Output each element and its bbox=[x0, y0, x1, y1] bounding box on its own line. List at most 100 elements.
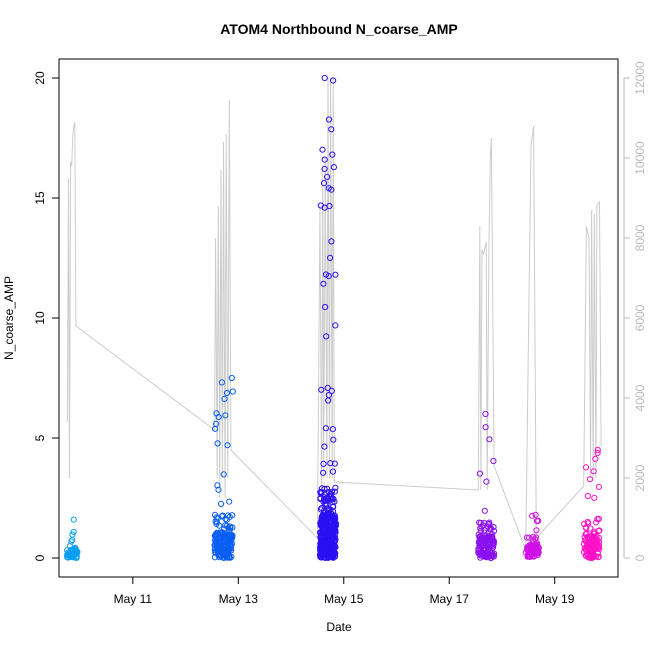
x-tick-label: May 19 bbox=[535, 592, 575, 606]
data-point bbox=[331, 533, 338, 541]
data-point bbox=[327, 506, 334, 513]
data-point bbox=[324, 384, 331, 391]
data-point bbox=[332, 271, 339, 278]
data-point bbox=[330, 164, 337, 171]
data-point bbox=[486, 436, 493, 443]
data-point bbox=[324, 173, 331, 180]
data-point bbox=[317, 551, 324, 559]
data-point bbox=[222, 515, 229, 523]
right-y-tick-label: 10000 bbox=[633, 141, 647, 175]
data-point bbox=[481, 527, 488, 534]
data-point bbox=[326, 515, 334, 522]
data-point bbox=[330, 521, 337, 528]
data-point bbox=[321, 443, 328, 450]
right-y-tick-label: 8000 bbox=[633, 224, 647, 251]
data-point bbox=[526, 534, 533, 541]
data-point bbox=[490, 539, 497, 546]
data-point bbox=[213, 514, 220, 521]
data-point bbox=[533, 527, 540, 534]
data-point bbox=[221, 395, 228, 402]
data-point bbox=[593, 553, 600, 560]
secondary-line bbox=[66, 77, 602, 551]
data-point bbox=[319, 146, 326, 153]
data-point bbox=[212, 518, 219, 525]
data-point bbox=[583, 552, 590, 560]
data-point bbox=[590, 553, 597, 560]
data-point bbox=[224, 442, 231, 449]
data-point bbox=[69, 531, 76, 538]
data-point bbox=[586, 552, 593, 559]
data-point bbox=[321, 74, 328, 82]
data-point bbox=[535, 517, 542, 525]
data-point bbox=[322, 303, 329, 311]
data-point bbox=[321, 156, 328, 163]
data-point bbox=[69, 548, 76, 555]
data-point bbox=[320, 280, 327, 287]
data-point bbox=[586, 538, 593, 546]
data-point bbox=[214, 440, 221, 447]
data-point bbox=[317, 202, 324, 209]
data-point bbox=[318, 554, 325, 561]
data-point bbox=[218, 531, 225, 538]
y-tick-label: 15 bbox=[33, 191, 47, 205]
data-point bbox=[330, 436, 337, 443]
data-point bbox=[582, 464, 590, 471]
data-point bbox=[317, 488, 324, 496]
data-point bbox=[317, 522, 324, 529]
x-tick-label: May 11 bbox=[114, 592, 153, 606]
data-point bbox=[476, 536, 484, 543]
y-tick-label: 20 bbox=[33, 71, 47, 85]
data-point bbox=[331, 460, 338, 467]
data-point bbox=[65, 554, 72, 561]
data-point bbox=[591, 546, 598, 553]
data-point bbox=[212, 534, 220, 541]
data-point bbox=[476, 542, 483, 550]
data-point bbox=[318, 537, 325, 544]
right-y-tick-label: 12000 bbox=[633, 61, 647, 95]
data-point bbox=[322, 271, 330, 278]
data-point bbox=[325, 116, 333, 123]
data-point bbox=[532, 511, 539, 518]
right-y-tick-label: 4000 bbox=[633, 384, 647, 411]
data-point bbox=[489, 542, 496, 550]
series-may-14-15 bbox=[317, 74, 339, 562]
y-tick-label: 10 bbox=[33, 311, 47, 325]
data-point bbox=[482, 410, 489, 418]
x-tick-label: May 17 bbox=[430, 592, 470, 606]
data-point bbox=[318, 504, 325, 512]
data-point bbox=[583, 530, 590, 537]
data-point bbox=[330, 549, 337, 556]
data-point bbox=[524, 553, 531, 560]
data-point bbox=[594, 449, 601, 457]
data-point bbox=[220, 547, 227, 555]
data-point bbox=[317, 540, 324, 547]
data-point bbox=[215, 414, 222, 421]
data-point bbox=[592, 540, 599, 547]
data-point bbox=[325, 392, 332, 399]
data-point bbox=[595, 483, 603, 490]
data-point bbox=[329, 426, 336, 433]
data-point bbox=[321, 494, 328, 501]
data-point bbox=[218, 379, 225, 386]
data-point bbox=[222, 412, 229, 419]
data-point bbox=[318, 533, 325, 541]
data-point bbox=[321, 165, 328, 172]
data-point bbox=[227, 523, 234, 530]
data-point bbox=[476, 470, 483, 477]
data-point bbox=[322, 425, 329, 432]
data-point bbox=[332, 484, 339, 491]
series-may-18-19 bbox=[522, 511, 542, 561]
data-point bbox=[582, 537, 589, 544]
data-point bbox=[523, 534, 531, 541]
data-point bbox=[596, 527, 603, 534]
data-point bbox=[325, 523, 332, 531]
data-point bbox=[325, 513, 332, 520]
data-point bbox=[480, 519, 487, 526]
data-point bbox=[486, 552, 493, 559]
data-point bbox=[325, 553, 332, 561]
y-axis-label: N_coarse_AMP bbox=[2, 276, 16, 360]
points-layer bbox=[64, 74, 603, 562]
data-point bbox=[320, 180, 328, 187]
data-point bbox=[68, 552, 75, 559]
